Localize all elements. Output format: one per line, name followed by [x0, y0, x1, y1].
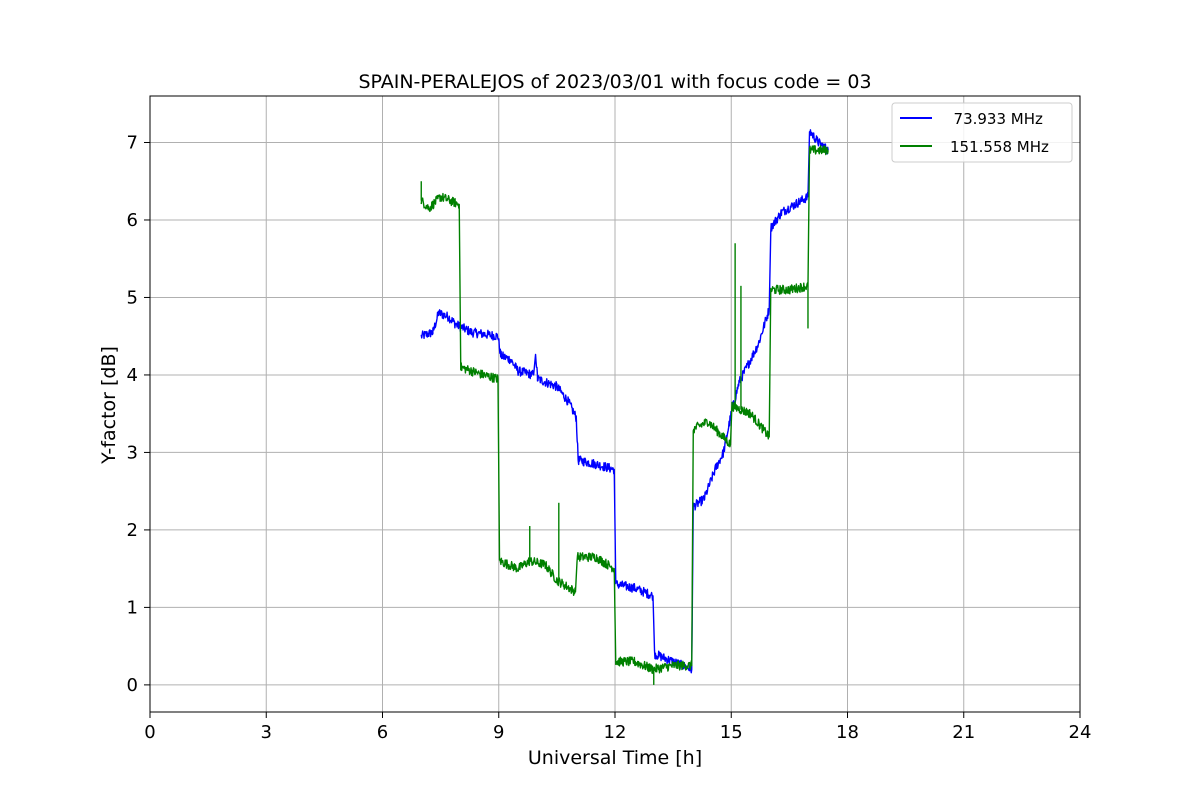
y-tick-label: 4: [127, 365, 138, 386]
x-axis-label: Universal Time [h]: [528, 747, 702, 769]
legend: 73.933 MHz 151.558 MHz: [891, 102, 1073, 163]
y-tick-label: 3: [127, 442, 138, 463]
x-tick-label: 3: [261, 722, 272, 743]
legend-label-73mhz: 73.933 MHz: [944, 110, 1043, 128]
series-line-0: [420, 129, 829, 674]
x-tick-label: 18: [836, 722, 859, 743]
series-layer: [420, 129, 829, 685]
x-tick-label: 15: [720, 722, 743, 743]
y-tick-label: 0: [127, 675, 138, 696]
y-tick-label: 6: [127, 210, 138, 231]
legend-box: [891, 102, 1073, 163]
y-tick-label: 7: [127, 132, 138, 153]
chart-title: SPAIN-PERALEJOS of 2023/03/01 with focus…: [358, 71, 871, 93]
series-line-1: [420, 145, 829, 675]
y-axis-ticks: 0 1 2 3 4 5 6 7: [127, 132, 150, 696]
x-tick-label: 21: [952, 722, 975, 743]
x-axis-ticks: 0 3 6 9 12 15 18 21 24: [144, 712, 1091, 743]
x-tick-label: 6: [377, 722, 388, 743]
legend-label-151mhz: 151.558 MHz: [950, 138, 1049, 156]
x-tick-label: 0: [144, 722, 155, 743]
y-axis-label: Y-factor [dB]: [98, 346, 120, 465]
y-tick-label: 2: [127, 520, 138, 541]
x-tick-label: 9: [493, 722, 504, 743]
y-tick-label: 5: [127, 287, 138, 308]
x-tick-label: 12: [604, 722, 627, 743]
y-tick-label: 1: [127, 597, 138, 618]
x-tick-label: 24: [1069, 722, 1092, 743]
